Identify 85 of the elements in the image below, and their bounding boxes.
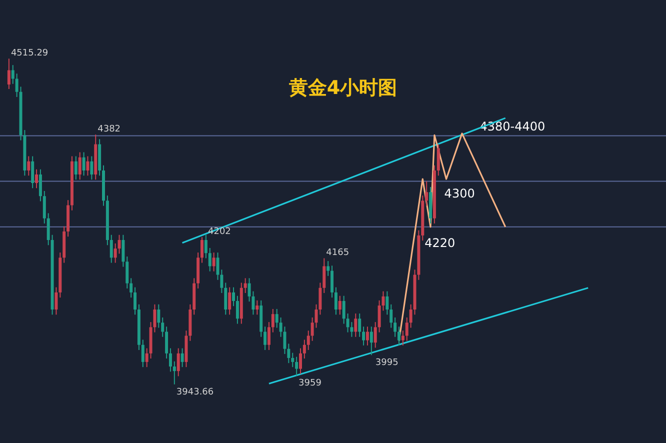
candlestick (7, 58, 10, 90)
candlestick (394, 317, 397, 338)
candlestick (342, 295, 346, 324)
candlestick (287, 343, 290, 364)
candlestick (236, 295, 239, 324)
candlestick (27, 156, 30, 176)
candlestick (224, 282, 228, 316)
ref-line-label: 4300 (444, 186, 475, 200)
candlestick (334, 286, 338, 316)
candlestick (354, 313, 358, 338)
candlestick (346, 313, 350, 333)
ref-line-label: 4380-4400 (480, 120, 546, 134)
candlestick (31, 156, 34, 189)
candlestick (126, 256, 129, 289)
candlestick (228, 286, 232, 316)
candlestick (134, 286, 137, 316)
candlestick (157, 304, 160, 328)
candlestick (90, 156, 94, 180)
annotation: 3959 (298, 378, 322, 389)
candlestick (168, 348, 172, 372)
candlestick (358, 313, 362, 338)
annotation: 4202 (208, 227, 231, 238)
candlestick (366, 326, 369, 346)
candlestick (267, 322, 270, 350)
candlestick (15, 73, 18, 98)
candlestick (302, 339, 306, 360)
candlestick (326, 260, 330, 276)
candlestick (291, 352, 294, 368)
candlestick (208, 247, 212, 272)
candlestick (145, 348, 148, 368)
annotation: 4515.29 (10, 48, 48, 59)
candlestick (114, 242, 117, 264)
candlestick (82, 152, 86, 176)
candlestick (212, 252, 216, 272)
annotation: 3995 (375, 358, 398, 368)
candlestick (362, 326, 366, 346)
candlestick (78, 152, 82, 180)
candlestick (11, 64, 14, 84)
ref-line-label: 4220 (424, 236, 456, 250)
text: 黄金4小时图 (288, 77, 398, 99)
candlestick (130, 278, 133, 298)
candlestick (204, 234, 208, 259)
candlestick (401, 330, 404, 346)
candlestick (374, 322, 377, 348)
candlestick (409, 304, 412, 328)
candlestick (110, 234, 113, 264)
candlestick (118, 234, 121, 254)
candlestick (330, 265, 334, 298)
text: 3943.66 (176, 387, 214, 398)
candlestick (306, 330, 310, 350)
candlestick (38, 168, 42, 202)
candlestick (172, 360, 176, 385)
candlestick (322, 258, 326, 294)
candlestick (74, 156, 78, 180)
candlestick (232, 286, 236, 307)
candlestick (200, 236, 204, 264)
annotation: 4165 (326, 248, 350, 258)
candlestick (425, 180, 428, 206)
candlestick (35, 168, 38, 189)
candlestick (386, 290, 389, 316)
candlestick (436, 144, 440, 176)
candlestick (338, 295, 342, 316)
candlestick (390, 304, 393, 328)
candlestick (42, 190, 46, 224)
candlestick (46, 212, 50, 246)
candlestick (161, 317, 164, 338)
candlestick (405, 317, 408, 342)
candlestick (244, 278, 247, 294)
annotation: 4382 (98, 124, 121, 135)
candlestick (397, 326, 400, 346)
candlestick (180, 348, 184, 368)
candlestick (310, 317, 314, 342)
candlestick (295, 356, 298, 376)
candlestick (256, 300, 259, 316)
candlestick (264, 326, 267, 350)
candlestick (54, 286, 58, 316)
candlestick (86, 156, 90, 176)
candlestick (141, 339, 144, 368)
candlestick (298, 348, 302, 374)
candlestick (370, 326, 373, 356)
candlestick (271, 308, 274, 333)
candlestick (165, 326, 168, 360)
candlestick (275, 308, 278, 328)
candlestick (176, 348, 180, 377)
candlestick (122, 234, 125, 268)
